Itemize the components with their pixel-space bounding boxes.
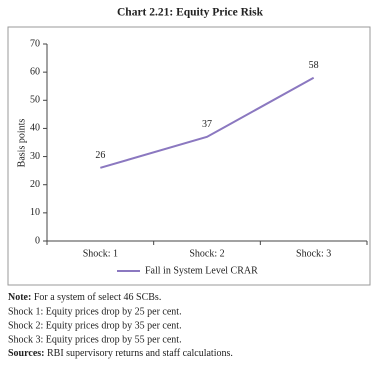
note: Note: For a system of select 46 SCBs. bbox=[8, 292, 161, 303]
x-tick-label: Shock: 2 bbox=[189, 248, 224, 259]
note-line: Shock 3: Equity prices drop by 55 per ce… bbox=[8, 334, 182, 345]
y-tick-label: 10 bbox=[30, 207, 40, 218]
series-line bbox=[100, 76, 315, 169]
data-label: 37 bbox=[202, 119, 212, 130]
sources: Sources: RBI supervisory returns and sta… bbox=[8, 348, 233, 359]
y-tick-label: 20 bbox=[30, 179, 40, 190]
note-text: For a system of select 46 SCBs. bbox=[34, 292, 162, 303]
legend-label: Fall in System Level CRAR bbox=[145, 265, 258, 276]
note-line: Shock 2: Equity prices drop by 35 per ce… bbox=[8, 320, 182, 331]
y-tick-label: 50 bbox=[30, 95, 40, 106]
y-tick-label: 30 bbox=[30, 151, 40, 162]
data-label: 26 bbox=[95, 150, 105, 161]
x-tick-label: Shock: 1 bbox=[83, 248, 118, 259]
sources-text: RBI supervisory returns and staff calcul… bbox=[47, 348, 233, 359]
y-tick-label: 40 bbox=[30, 123, 40, 134]
note-line: Shock 1: Equity prices drop by 25 per ce… bbox=[8, 306, 182, 317]
data-label: 58 bbox=[309, 60, 319, 71]
y-tick-label: 0 bbox=[35, 235, 40, 246]
sources-label: Sources: bbox=[8, 348, 44, 359]
y-axis-label: Basis points bbox=[16, 119, 27, 168]
y-tick-label: 60 bbox=[30, 66, 40, 77]
y-tick-label: 70 bbox=[30, 38, 40, 49]
chart-frame bbox=[7, 26, 371, 286]
chart-title: Chart 2.21: Equity Price Risk bbox=[117, 7, 264, 19]
note-label: Note: bbox=[8, 292, 31, 303]
x-tick-label: Shock: 3 bbox=[296, 248, 331, 259]
